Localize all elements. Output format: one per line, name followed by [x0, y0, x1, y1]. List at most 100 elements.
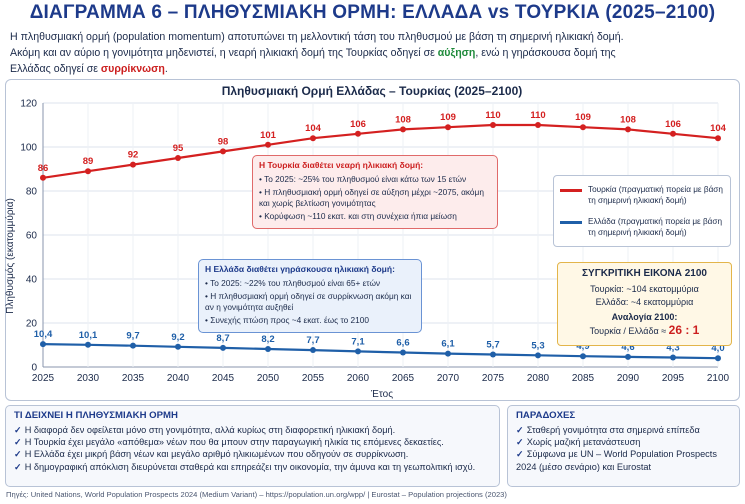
- x-tick-label: 2045: [212, 373, 235, 384]
- chart-legend: Τουρκία (πραγματική πορεία με βάση τη ση…: [553, 175, 731, 247]
- greece-data-point: [355, 348, 361, 355]
- check-icon: ✓: [14, 437, 22, 448]
- turkey-data-label: 110: [530, 110, 545, 121]
- greece-data-label: 6,6: [396, 337, 409, 348]
- greece-data-point: [580, 353, 586, 360]
- greece-data-point: [490, 351, 496, 358]
- x-tick-label: 2055: [302, 373, 325, 384]
- greece-annotation-title: Η Ελλάδα διαθέτει γηράσκουσα ηλικιακή δο…: [205, 264, 395, 274]
- turkey-data-label: 104: [305, 123, 322, 134]
- check-icon: ✓: [14, 449, 22, 460]
- momentum-explanation-box: ΤΙ ΔΕΙΧΝΕΙ Η ΠΛΗΘΥΣΜΙΑΚΗ ΟΡΜΗ ✓ Η διαφορά…: [5, 405, 500, 487]
- comparison-ratio-value: 26 : 1: [668, 323, 700, 337]
- y-tick-label: 120: [20, 99, 37, 110]
- turkey-data-point: [670, 130, 676, 137]
- comparison-ratio-label: Τουρκία / Ελλάδα ≈: [589, 326, 669, 336]
- x-tick-label: 2025: [32, 373, 55, 384]
- explanation-item: ✓ Η Τουρκία έχει μεγάλο «απόθεμα» νέων πο…: [14, 437, 444, 448]
- turkey-data-label: 104: [710, 123, 727, 134]
- x-tick-label: 2080: [527, 373, 550, 384]
- check-icon: ✓: [14, 425, 22, 435]
- turkey-data-point: [625, 126, 631, 133]
- x-tick-label: 2035: [122, 373, 145, 384]
- explanation-item: ✓ Η δημογραφική απόκλιση διευρύνεται σταθ…: [14, 461, 476, 472]
- turkey-annotation-title: Η Τουρκία διαθέτει νεαρή ηλικιακή δομή:: [259, 160, 424, 170]
- turkey-data-point: [580, 124, 586, 131]
- turkey-data-point: [40, 174, 46, 181]
- turkey-data-label: 86: [38, 163, 49, 174]
- intro-text: Η πληθυσμιακή ορμή (population momentum)…: [10, 29, 735, 77]
- chart-title: Πληθυσμιακή Ορμή Ελλάδας – Τουρκίας (202…: [222, 84, 523, 98]
- turkey-data-label: 92: [128, 150, 139, 161]
- turkey-data-point: [400, 126, 406, 133]
- greece-data-point: [220, 344, 226, 351]
- series-points: [40, 122, 721, 362]
- comparison-ratio: Τουρκία / Ελλάδα ≈ 26 : 1: [558, 324, 731, 338]
- x-tick-label: 2060: [347, 373, 370, 384]
- intro-shrink-word: συρρίκνωση: [100, 63, 165, 75]
- assumption-item: ✓ Σύμφωνα με UN – World Population Prospe…: [516, 449, 717, 472]
- explanation-item: ✓ Η Ελλάδα έχει μικρή βάση νέων και μεγάλ…: [14, 449, 409, 460]
- greece-data-point: [400, 349, 406, 356]
- greece-data-label: 8,7: [216, 333, 229, 344]
- greece-annotation-item: • Η πληθυσμιακή ορμή οδηγεί σε συρρίκνωσ…: [205, 291, 412, 312]
- intro-line-2-a: Ακόμη και αν αύριο η γονιμότητα μηδενιστ…: [10, 47, 438, 59]
- greece-data-point: [175, 343, 181, 350]
- greece-data-point: [625, 353, 631, 360]
- x-axis-label: Έτος: [370, 389, 393, 400]
- data-labels: 86 89 92 95 98 101 104 106 108 109 110 110 109 108 106…: [34, 110, 727, 354]
- assumption-item: ✓ Χωρίς μαζική μετανάστευση: [516, 437, 641, 448]
- turkey-data-point: [310, 135, 316, 142]
- y-tick-label: 20: [26, 319, 38, 330]
- greece-annotation-item: • Το 2025: ~22% του πληθυσμού είναι 65+ …: [205, 278, 381, 288]
- intro-line-2-c: , ενώ η γηράσκουσα δομή της: [475, 47, 616, 59]
- greece-data-label: 5,3: [531, 340, 544, 351]
- greece-data-point: [445, 350, 451, 357]
- greece-data-label: 9,7: [126, 331, 139, 342]
- turkey-data-point: [265, 141, 271, 148]
- turkey-data-point: [85, 168, 91, 175]
- greece-data-point: [130, 342, 136, 349]
- turkey-data-label: 101: [260, 130, 277, 141]
- x-tick-label: 2075: [482, 373, 505, 384]
- turkey-data-point: [130, 161, 136, 168]
- turkey-annotation-item: • Κορύφωση ~110 εκατ. και στη συνέχεια ή…: [259, 211, 457, 221]
- page-title: ΔΙΑΓΡΑΜΜΑ 6 – ΠΛΗΘΥΣΜΙΑΚΗ ΟΡΜΗ: ΕΛΛΑΔΑ v…: [29, 2, 716, 23]
- y-tick-label: 100: [20, 143, 37, 154]
- comparison-turkey: Τουρκία: ~104 εκατομμύρια: [590, 284, 699, 294]
- legend-label-turkey: Τουρκία (πραγματική πορεία με βάση τη ση…: [588, 185, 723, 205]
- comparison-greece: Ελλάδα: ~4 εκατομμύρια: [595, 297, 694, 307]
- greece-data-label: 10,4: [34, 329, 53, 340]
- turkey-data-label: 106: [350, 119, 366, 130]
- legend-label-greece: Ελλάδα (πραγματική πορεία με βάση τη σημ…: [588, 217, 723, 237]
- turkey-data-point: [220, 148, 226, 155]
- greece-annotation: Η Ελλάδα διαθέτει γηράσκουσα ηλικιακή δο…: [198, 259, 422, 333]
- comparison-box: ΣΥΓΚΡΙΤΙΚΗ ΕΙΚΟΝΑ 2100 Τουρκία: ~104 εκα…: [557, 262, 732, 346]
- turkey-data-point: [715, 135, 721, 142]
- greece-data-point: [535, 352, 541, 359]
- turkey-data-label: 109: [575, 112, 591, 123]
- legend-swatch-greece: [560, 221, 582, 224]
- x-axis-ticks: 2025 2030 2035 2040 2045 2050 2055 2060 2065 2070…: [32, 373, 730, 384]
- y-tick-label: 80: [26, 187, 38, 198]
- check-icon: ✓: [14, 461, 22, 472]
- greece-data-label: 5,7: [486, 339, 499, 350]
- greece-data-point: [85, 341, 91, 348]
- intro-line-1: Η πληθυσμιακή ορμή (population momentum)…: [10, 31, 624, 43]
- turkey-data-point: [445, 124, 451, 131]
- turkey-data-point: [175, 155, 181, 161]
- greece-series-line: [42, 343, 719, 360]
- intro-growth-word: αύξηση: [437, 47, 476, 59]
- series-lines: [42, 123, 719, 360]
- turkey-data-label: 106: [665, 119, 681, 130]
- intro-line-3-a: Ελλάδας οδηγεί σε: [10, 63, 101, 75]
- greece-data-label: 4,6: [621, 342, 634, 353]
- y-axis-ticks: 0 20 40 60 80 100 120: [20, 99, 37, 374]
- turkey-annotation: Η Τουρκία διαθέτει νεαρή ηλικιακή δομή: …: [252, 155, 498, 229]
- x-tick-label: 2050: [257, 373, 280, 384]
- greece-data-label: 7,1: [351, 336, 365, 347]
- greece-data-label: 6,1: [441, 339, 455, 350]
- y-tick-label: 0: [31, 363, 37, 374]
- x-tick-label: 2070: [437, 373, 460, 384]
- check-icon: ✓: [516, 425, 524, 435]
